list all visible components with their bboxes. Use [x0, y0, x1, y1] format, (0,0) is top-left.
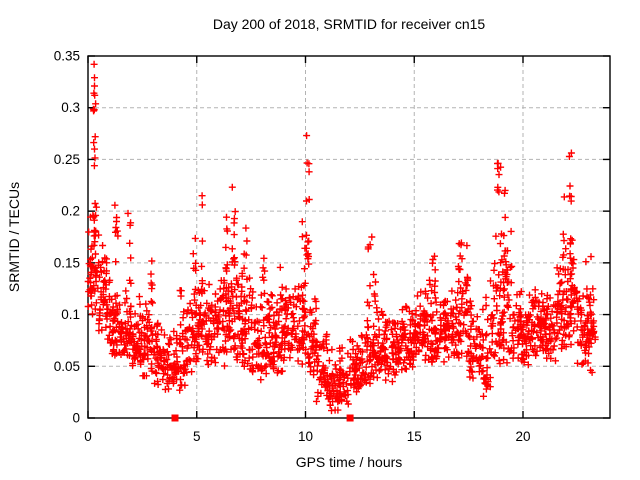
axis-ticks [87, 55, 610, 419]
x-tick-label: 10 [298, 429, 313, 444]
y-tick-labels: 0 0.05 0.1 0.15 0.2 0.25 0.3 0.35 [54, 49, 80, 426]
y-tick-label: 0.2 [61, 204, 80, 219]
x-tick-label: 5 [193, 429, 201, 444]
plot-border [87, 55, 611, 419]
x-axis-label: GPS time / hours [295, 454, 403, 470]
gap-marker-square [346, 414, 354, 422]
grid-lines [87, 55, 610, 419]
y-tick-label: 0.15 [54, 255, 80, 270]
y-tick-label: 0.35 [54, 49, 80, 64]
gap-markers [171, 414, 354, 422]
y-axis-label: SRMTID / TECUs [6, 181, 22, 293]
y-tick-label: 0.3 [61, 100, 80, 115]
scatter-points [84, 60, 599, 415]
x-tick-label: 15 [407, 429, 422, 444]
y-tick-label: 0.25 [54, 152, 80, 167]
x-tick-label: 0 [84, 429, 92, 444]
x-tick-label: 20 [515, 429, 530, 444]
x-tick-labels: 0 5 10 15 20 [84, 429, 530, 444]
y-tick-label: 0 [72, 411, 80, 426]
gap-marker-square [171, 414, 179, 422]
chart-title: Day 200 of 2018, SRMTID for receiver cn1… [212, 16, 486, 32]
y-tick-label: 0.05 [54, 359, 80, 374]
y-tick-label: 0.1 [61, 307, 80, 322]
